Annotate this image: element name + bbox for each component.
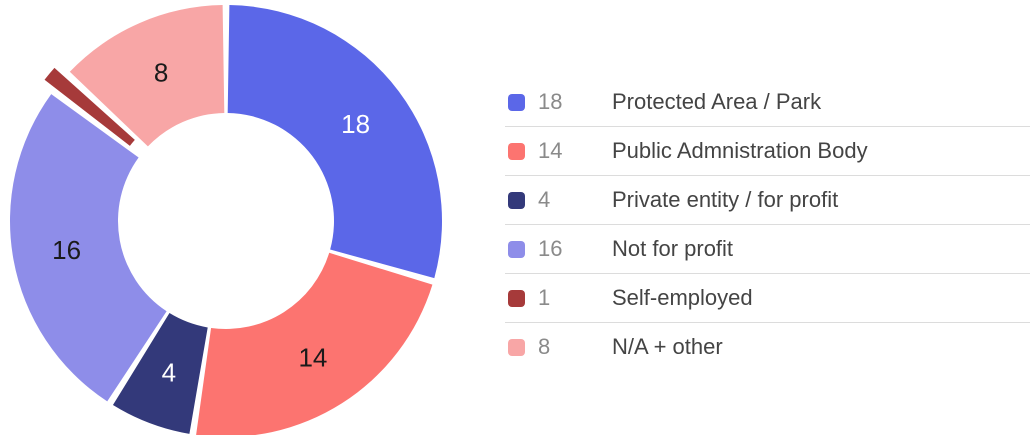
legend-label: Self-employed [612,285,753,310]
legend: 18 Protected Area / Park 14 Public Admnistr… [505,78,1030,371]
slice-label-3: 4 [162,358,176,388]
legend-item-2: 14 Public Admnistration Body [505,127,1030,176]
legend-item-5: 1 Self-employed [505,274,1030,323]
legend-swatch [508,338,525,356]
legend-item-3: 4 Private entity / for profit [505,176,1030,225]
legend-value: 1 [538,285,551,310]
legend-value: 18 [538,89,563,114]
donut-chart: 18 14 4 16 8 [9,5,443,435]
legend-item-1: 18 Protected Area / Park [505,78,1030,127]
slice-3 [112,313,208,434]
legend-value: 8 [538,334,551,359]
slice-label-6: 8 [154,58,168,88]
legend-label: N/A + other [612,334,723,359]
slice-1 [227,5,443,279]
legend-swatch [508,240,525,258]
slice-label-1: 18 [341,109,370,139]
slice-label-2: 14 [298,343,327,373]
legend-value: 14 [538,138,563,163]
slice-label-4: 16 [52,235,81,265]
legend-value: 4 [538,187,551,212]
legend-label: Public Admnistration Body [612,138,868,163]
legend-swatch [508,93,525,111]
legend-value: 16 [538,236,563,261]
legend-item-4: 16 Not for profit [505,225,1030,274]
slice-5 [44,67,135,146]
slice-2 [196,252,433,435]
slice-4 [9,94,167,402]
legend-label: Private entity / for profit [612,187,839,212]
legend-swatch [508,289,525,307]
legend-label: Protected Area / Park [612,89,822,114]
slice-6 [69,5,225,147]
legend-label: Not for profit [612,236,734,261]
legend-swatch [508,142,525,160]
legend-swatch [508,191,525,209]
legend-item-6: 8 N/A + other [505,323,1030,371]
